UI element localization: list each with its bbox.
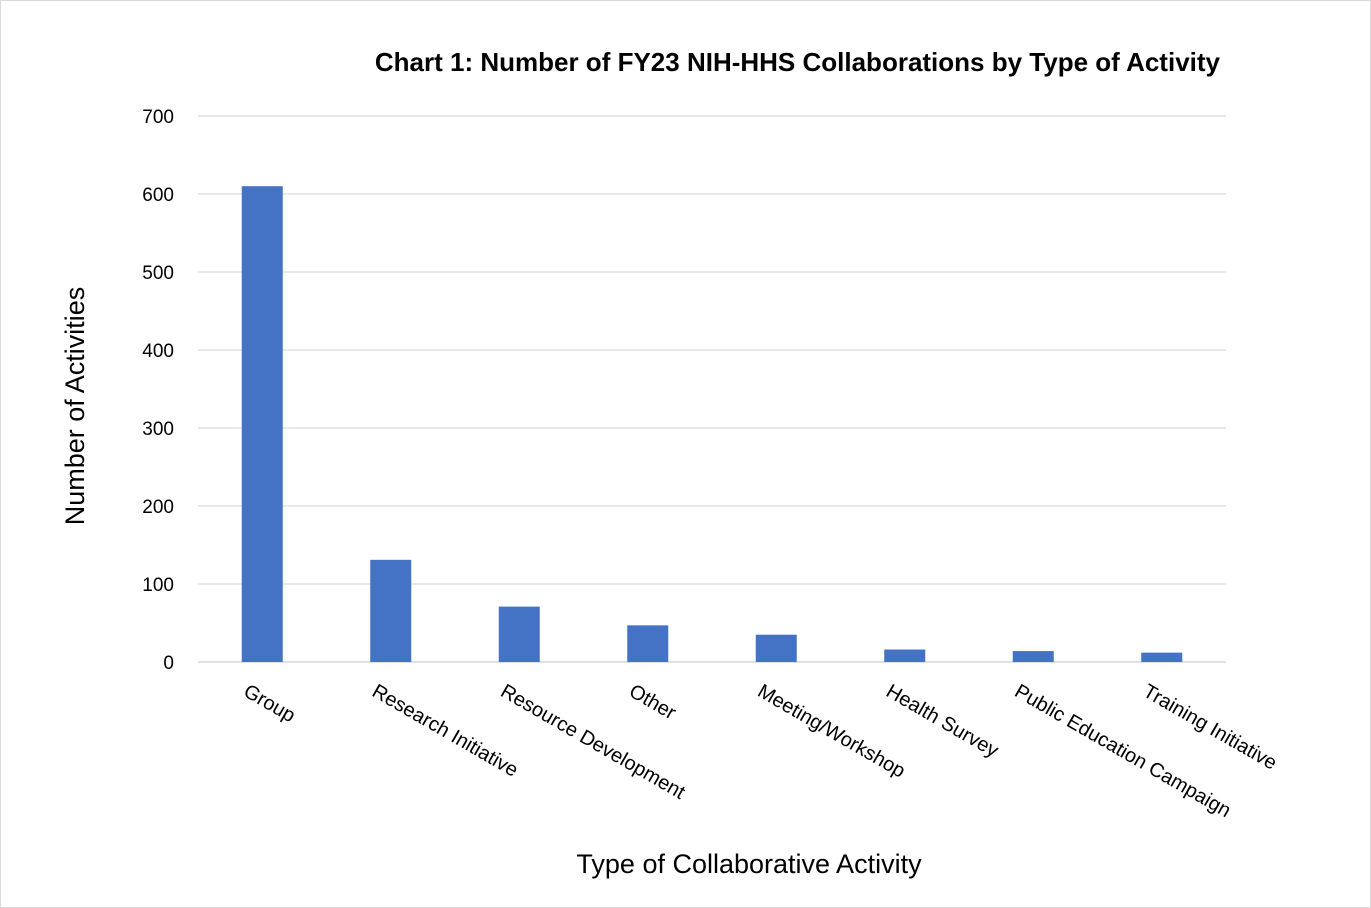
- bar: [498, 606, 540, 662]
- bar: [241, 186, 283, 662]
- y-tick-label: 300: [142, 419, 174, 440]
- bar: [370, 559, 412, 662]
- x-axis-label: Type of Collaborative Activity: [576, 849, 922, 879]
- chart-title: Chart 1: Number of FY23 NIH-HHS Collabor…: [375, 47, 1221, 77]
- bar: [884, 649, 926, 662]
- x-category-label: Group: [240, 680, 299, 727]
- y-tick-label: 200: [142, 497, 174, 518]
- bars: [241, 186, 1183, 662]
- x-category-label: Health Survey: [882, 680, 1002, 762]
- y-tick-label: 100: [142, 575, 174, 596]
- bar: [755, 634, 797, 662]
- y-tick-label: 500: [142, 263, 174, 284]
- bar: [1012, 651, 1054, 662]
- y-axis-label: Number of Activities: [60, 287, 90, 526]
- y-tick-label: 0: [163, 653, 174, 674]
- y-tick-labels: 0 100 200 300 400 500 600 700: [142, 107, 174, 674]
- y-tick-label: 600: [142, 185, 174, 206]
- y-tick-label: 400: [142, 341, 174, 362]
- bar: [627, 625, 669, 662]
- gridlines: [198, 115, 1226, 663]
- x-category-label: Other: [625, 680, 680, 724]
- bar: [1141, 652, 1183, 662]
- y-tick-label: 700: [142, 107, 174, 128]
- x-category-label: Public Education Campaign: [1011, 680, 1235, 822]
